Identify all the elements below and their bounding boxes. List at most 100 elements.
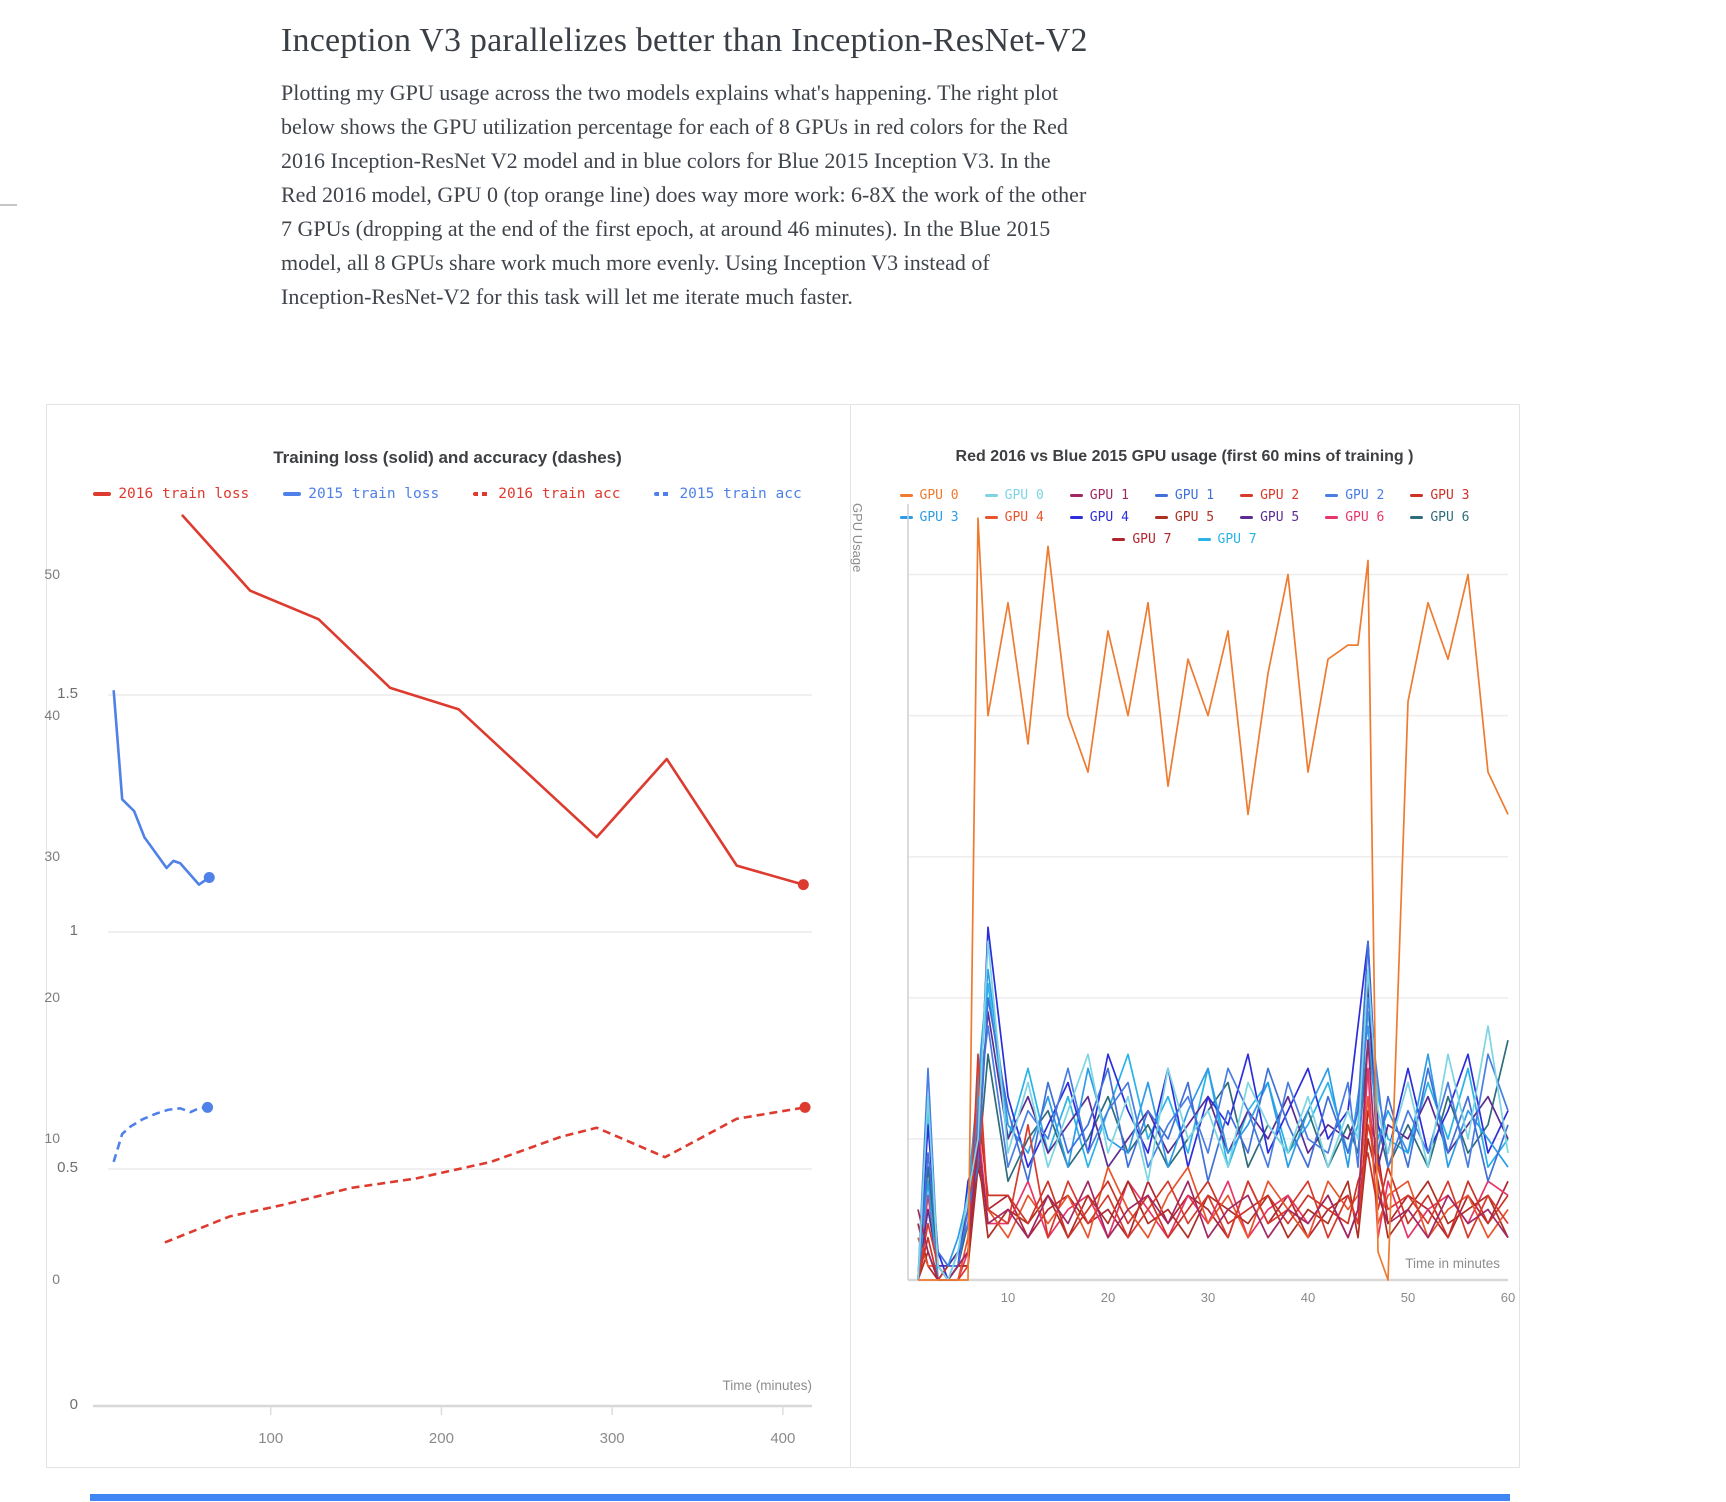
legend-label: GPU 1 [1174, 488, 1215, 503]
page-title: Inception V3 parallelizes better than In… [281, 22, 1088, 59]
y-tick-label: 0.5 [57, 1159, 78, 1176]
legend-item: GPU 7 [1112, 532, 1172, 547]
legend-label: GPU 7 [1132, 532, 1172, 547]
right-x-axis-label: Time in minutes [1405, 1256, 1500, 1271]
legend-label: 2016 train loss [118, 486, 250, 502]
legend-item: GPU 6 [1325, 510, 1384, 525]
legend-item: GPU 3 [1410, 488, 1469, 503]
page-edge-tick [0, 204, 17, 206]
y-tick-label: 1.5 [57, 685, 78, 702]
y-tick-label: 1 [69, 922, 78, 939]
card-divider [850, 405, 851, 1467]
legend-label: 2016 train acc [498, 486, 621, 502]
legend-swatch [984, 515, 998, 520]
legend-label: GPU 6 [1345, 510, 1385, 525]
intro-line: model, all 8 GPUs share work much more e… [281, 250, 990, 275]
legend-label: GPU 7 [1217, 532, 1257, 547]
y-tick-label: 30 [44, 847, 60, 864]
legend-swatch [1154, 493, 1168, 498]
right-chart-legend-row-2: GPU 3 GPU 4 GPU 4 GPU 5 GPU 5 GPU 6 GPU 6 [849, 510, 1520, 525]
legend-label: GPU 4 [1089, 510, 1129, 525]
legend-item: GPU 2 [1325, 488, 1384, 503]
y-tick-label: 40 [44, 706, 60, 723]
legend-item: GPU 2 [1240, 488, 1299, 503]
legend-swatch [899, 493, 913, 498]
right-chart-legend-row-1: GPU 0 GPU 0 GPU 1 GPU 1 GPU 2 GPU 2 GPU 3 [849, 488, 1520, 503]
legend-swatch [899, 515, 913, 520]
legend-swatch [473, 492, 492, 496]
legend-item: GPU 5 [1240, 510, 1299, 525]
legend-item: 2016 train loss [93, 486, 249, 502]
intro-line: Plotting my GPU usage across the two mod… [281, 80, 1059, 105]
legend-swatch [1112, 537, 1126, 542]
legend-item: GPU 4 [984, 510, 1044, 525]
legend-swatch [1410, 515, 1424, 520]
legend-swatch [1325, 515, 1339, 520]
y-tick-label: 0 [52, 1271, 60, 1287]
intro-line: 2016 Inception-ResNet V2 model and in bl… [281, 148, 1051, 173]
legend-swatch [93, 492, 112, 496]
legend-label: GPU 5 [1174, 510, 1215, 525]
legend-label: 2015 train loss [308, 486, 440, 502]
x-tick-label: 50 [1400, 1290, 1416, 1305]
intro-line: Inception-ResNet-V2 for this task will l… [281, 284, 853, 309]
y-tick-label: 10 [44, 1129, 60, 1146]
charts-card [46, 404, 1520, 1468]
right-chart-legend-row-3: GPU 7 GPU 7 [849, 532, 1520, 547]
legend-item: GPU 3 [899, 510, 959, 525]
y-tick-label: 50 [44, 565, 60, 582]
x-tick-label: 100 [258, 1430, 284, 1447]
x-tick-label: 40 [1300, 1290, 1316, 1305]
legend-label: GPU 3 [1430, 488, 1470, 503]
x-tick-label: 400 [770, 1430, 796, 1447]
x-tick-label: 10 [1000, 1290, 1016, 1305]
legend-item: GPU 4 [1069, 510, 1129, 525]
legend-label: GPU 2 [1260, 488, 1300, 503]
legend-label: GPU 6 [1430, 510, 1470, 525]
legend-swatch [1325, 493, 1339, 498]
legend-swatch [1410, 493, 1424, 498]
x-tick-label: 20 [1100, 1290, 1116, 1305]
right-chart-title: Red 2016 vs Blue 2015 GPU usage (first 6… [955, 448, 1414, 465]
legend-item: 2016 train acc [473, 486, 620, 502]
intro-line: below shows the GPU utilization percenta… [281, 114, 1068, 139]
intro-line: Red 2016 model, GPU 0 (top orange line) … [281, 182, 1087, 207]
legend-label: GPU 2 [1345, 488, 1385, 503]
legend-item: 2015 train acc [654, 486, 802, 502]
right-y-axis-label: GPU Usage [850, 503, 865, 573]
legend-label: GPU 5 [1260, 510, 1300, 525]
y-tick-label: 20 [44, 988, 60, 1005]
legend-label: GPU 1 [1089, 488, 1129, 503]
x-tick-label: 300 [599, 1430, 625, 1447]
legend-item: 2015 train loss [283, 486, 439, 502]
legend-label: GPU 0 [1004, 488, 1044, 503]
intro-paragraph: Plotting my GPU usage across the two mod… [281, 76, 1291, 314]
legend-label: GPU 3 [919, 510, 959, 525]
bottom-selection-bar [90, 1494, 1510, 1501]
legend-swatch [1197, 537, 1211, 542]
legend-swatch [654, 492, 673, 496]
legend-swatch [984, 493, 998, 498]
left-chart-title: Training loss (solid) and accuracy (dash… [273, 448, 622, 467]
legend-item: GPU 6 [1410, 510, 1469, 525]
legend-item: GPU 7 [1197, 532, 1257, 547]
legend-swatch [1240, 515, 1254, 520]
legend-item: GPU 1 [1069, 488, 1129, 503]
legend-swatch [283, 492, 302, 496]
intro-line: 7 GPUs (dropping at the end of the first… [281, 216, 1051, 241]
legend-label: GPU 0 [919, 488, 959, 503]
legend-swatch [1069, 493, 1083, 498]
left-x-axis-label: Time (minutes) [722, 1378, 812, 1393]
legend-swatch [1240, 493, 1254, 498]
legend-swatch [1154, 515, 1168, 520]
legend-item: GPU 5 [1154, 510, 1215, 525]
x-tick-label: 30 [1200, 1290, 1216, 1305]
legend-item: GPU 0 [984, 488, 1044, 503]
legend-item: GPU 1 [1154, 488, 1215, 503]
x-tick-label: 60 [1500, 1290, 1516, 1305]
x-tick-label: 200 [428, 1430, 454, 1447]
legend-label: 2015 train acc [679, 486, 802, 502]
legend-swatch [1069, 515, 1083, 520]
legend-label: GPU 4 [1004, 510, 1044, 525]
legend-item: GPU 0 [899, 488, 959, 503]
